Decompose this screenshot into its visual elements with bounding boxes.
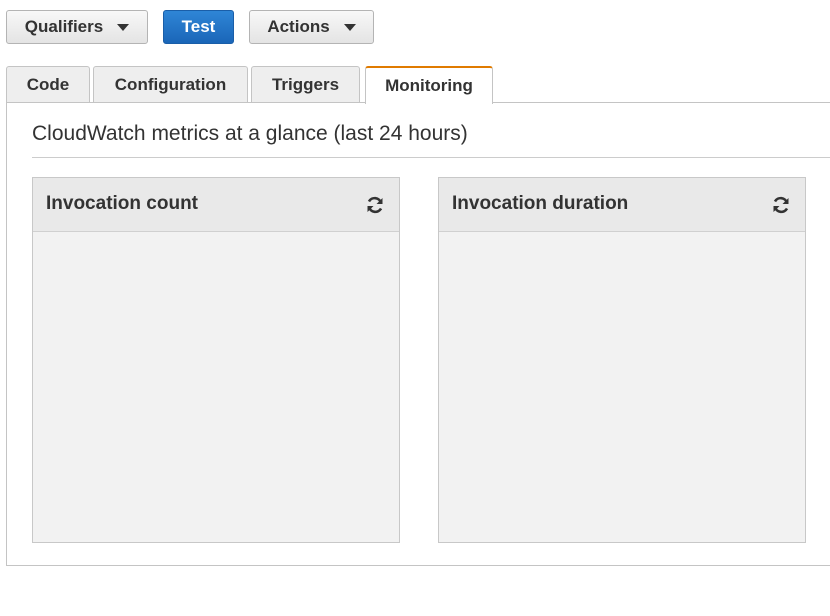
button-label: Test	[181, 17, 216, 36]
card-header: Invocation duration 02.5e45.0e47.5e41.0e…	[439, 178, 805, 232]
tab[interactable]: Code	[6, 66, 90, 103]
metric-card: Invocation duration 02.5e45.0e47.5e41.0e…	[438, 177, 806, 543]
card-title: Invocation duration	[452, 193, 629, 214]
divider	[32, 157, 830, 158]
refresh-icon[interactable]: 051015202517:001:009:00	[365, 195, 385, 215]
caret	[343, 23, 356, 31]
qualifiers-button[interactable]: Qualifiers	[6, 10, 148, 44]
caret	[117, 23, 130, 31]
actions-button[interactable]: Actions	[249, 10, 374, 44]
card-header: Invocation count 051015202517:001:009:00	[33, 178, 399, 232]
test-button[interactable]: Test	[163, 10, 234, 44]
card-title: Invocation count	[46, 193, 198, 214]
heading: CloudWatch metrics at a glance (last 24 …	[32, 122, 468, 145]
refresh-icon[interactable]: 02.5e45.0e47.5e41.0e51.3e51.5e51.8e517:0…	[771, 195, 791, 215]
tab[interactable]: Configuration	[93, 66, 248, 103]
button-label: Actions	[267, 17, 330, 36]
tab[interactable]: Monitoring	[365, 66, 493, 104]
metric-card: Invocation count 051015202517:001:009:00	[32, 177, 400, 543]
button-label: Qualifiers	[24, 17, 104, 36]
tab[interactable]: Triggers	[251, 66, 360, 103]
